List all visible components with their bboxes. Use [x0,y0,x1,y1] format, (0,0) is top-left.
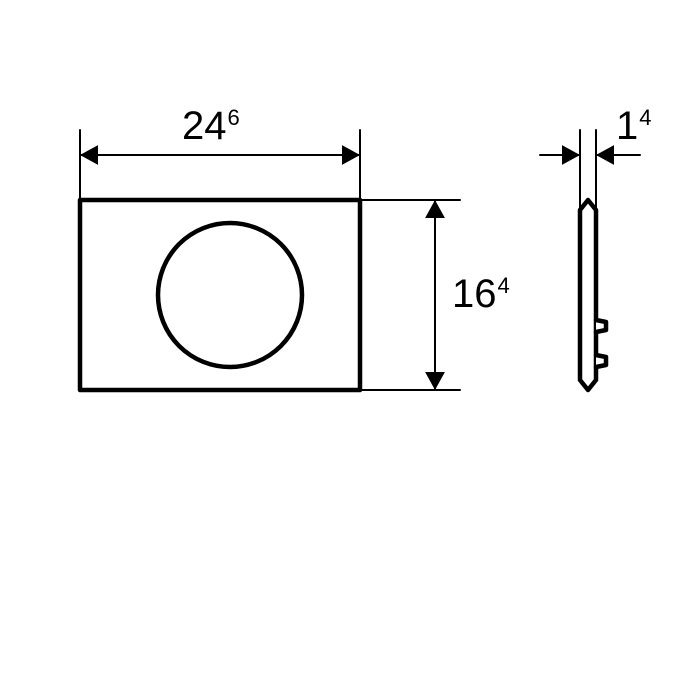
dim-width-label: 246 [182,104,240,149]
dim-height-label: 164 [452,272,510,317]
drawing-svg [0,0,700,700]
dim-depth-label: 14 [616,104,652,149]
technical-drawing: 246 164 14 [0,0,700,700]
